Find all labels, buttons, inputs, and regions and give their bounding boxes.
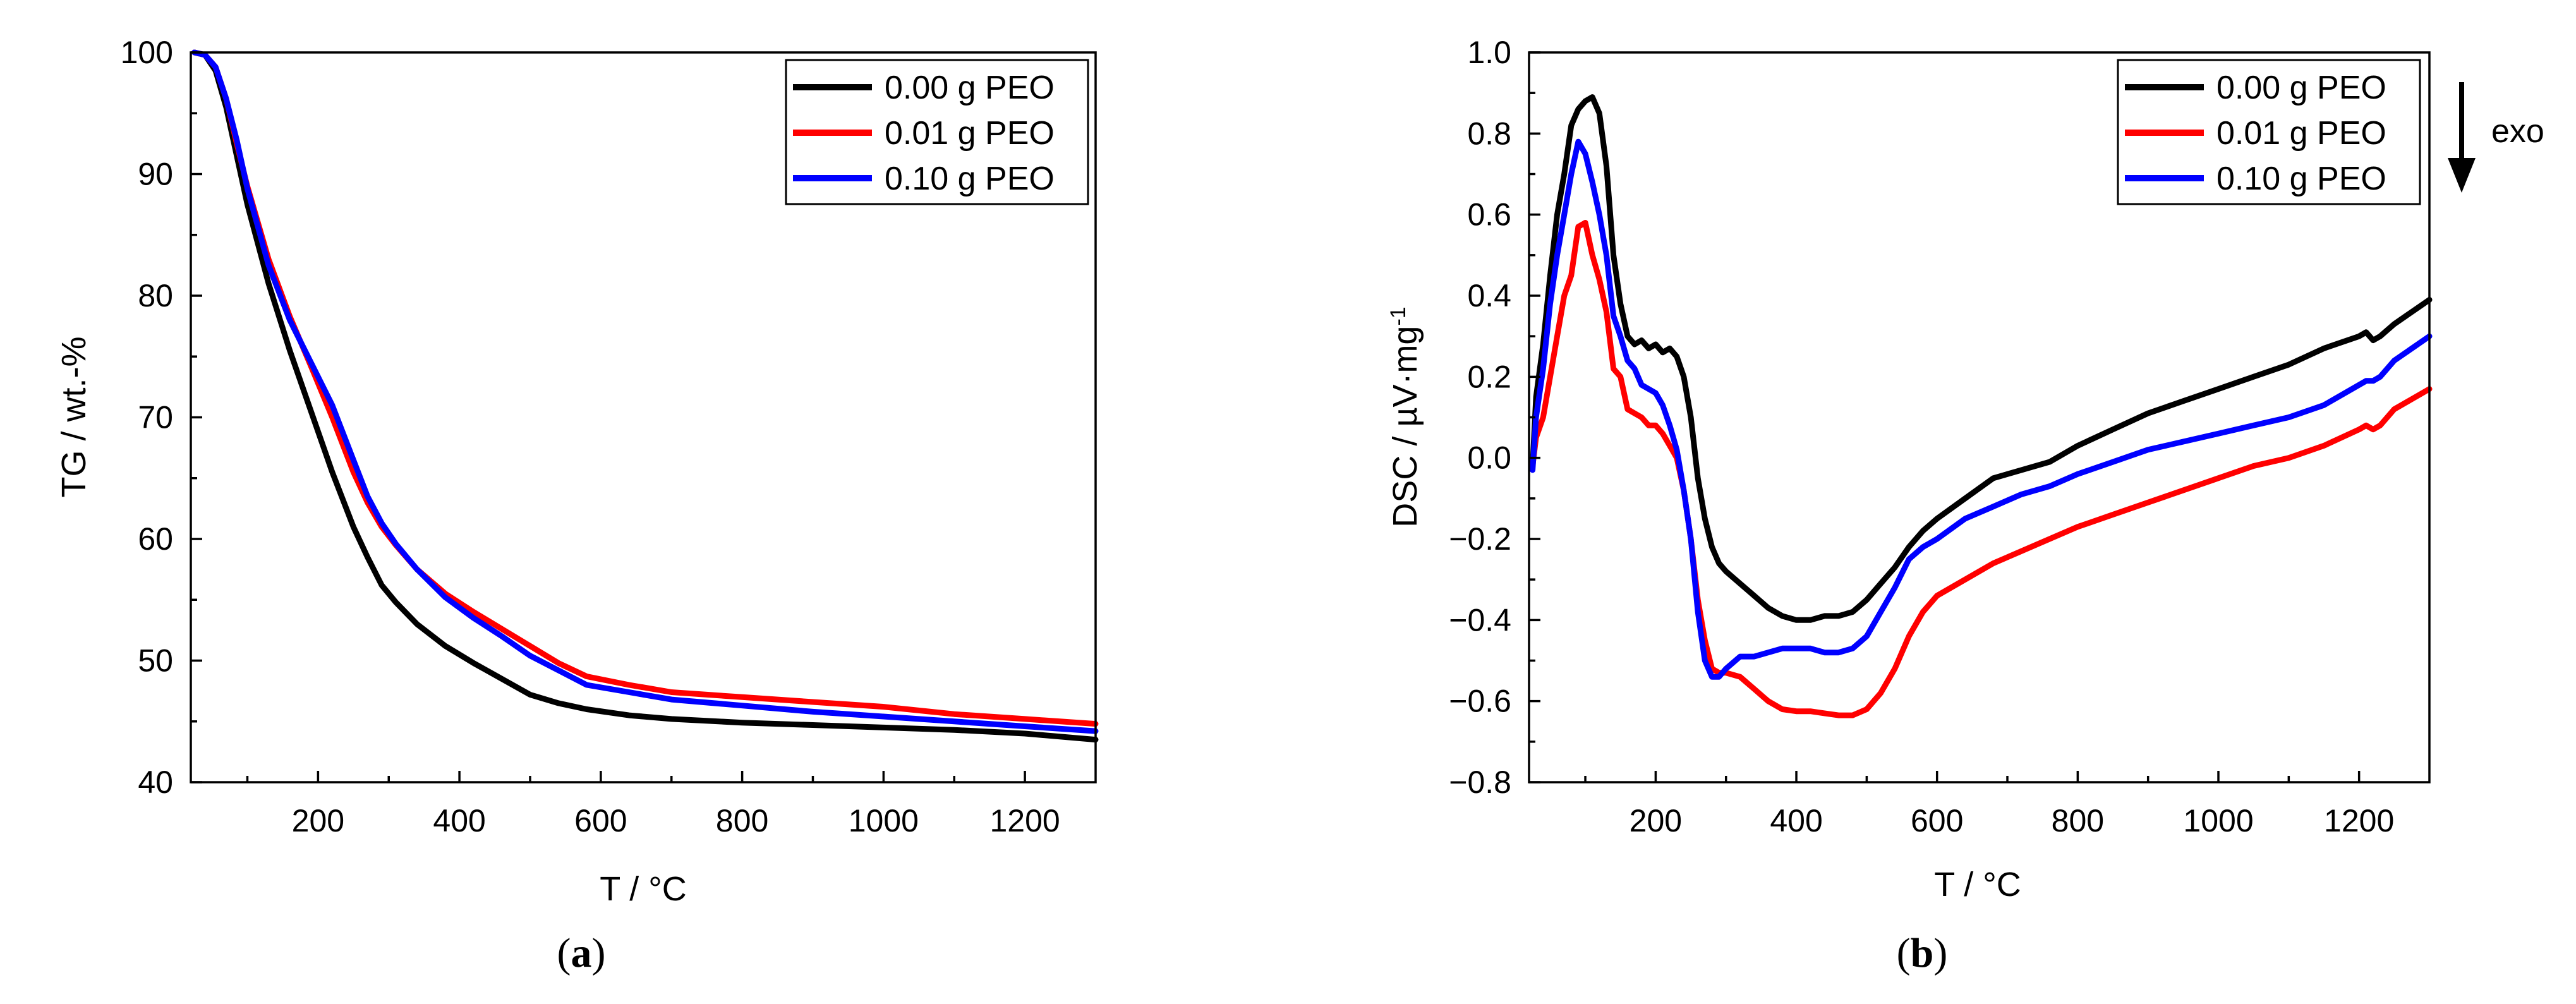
panel-b-x-tick-label-3: 800 <box>2052 803 2104 838</box>
panel-b-y-tick-label-1: −0.6 <box>1449 684 1511 719</box>
panel-a-x-axis-label: T / °C <box>600 870 687 908</box>
panel-b-y-axis-label-main: DSC / µV·mg <box>1386 326 1424 528</box>
panel-a-legend: 0.00 g PEO 0.01 g PEO 0.10 g PEO <box>785 59 1089 205</box>
exo-annotation: exo <box>2491 113 2544 150</box>
panel-a-x-tick-label-3: 800 <box>716 803 768 838</box>
panel-a-caption-letter: a <box>571 930 592 976</box>
panel-a-caption-close: ) <box>592 930 606 976</box>
panel-b-y-tick-label-8: 0.8 <box>1467 116 1511 151</box>
panel-a-y-ticks: 40 50 60 70 80 90 100 <box>121 35 202 800</box>
panel-a-legend-label-0: 0.00 g PEO <box>885 70 1055 106</box>
panel-b-y-tick-label-9: 1.0 <box>1467 35 1511 70</box>
panel-a-y-tick-label-4: 80 <box>138 278 173 313</box>
panel-b-legend: 0.00 g PEO 0.01 g PEO 0.10 g PEO <box>2117 59 2421 205</box>
panel-b-chart: 200 400 600 800 1000 1200 −0.8 −0.6 −0.4 −0.2 0.0… <box>1386 35 2544 976</box>
panel-b-y-tick-label-2: −0.4 <box>1449 602 1511 638</box>
panel-a-x-ticks: 200 400 600 800 1000 1200 <box>246 771 1060 838</box>
panel-a-y-tick-label-2: 60 <box>138 521 173 557</box>
panel-a-legend-label-1: 0.01 g PEO <box>885 115 1055 152</box>
panel-b-y-tick-label-7: 0.6 <box>1467 197 1511 233</box>
panel-a-x-tick-label-0: 200 <box>292 803 344 838</box>
panel-a-y-tick-label-6: 100 <box>121 35 173 70</box>
panel-b-y-tick-label-6: 0.4 <box>1467 278 1511 313</box>
panel-b-x-tick-label-5: 1200 <box>2324 803 2394 838</box>
panel-b-x-ticks: 200 400 600 800 1000 1200 <box>1584 771 2394 838</box>
panel-b-x-tick-label-2: 600 <box>1911 803 1963 838</box>
panel-b-y-tick-label-0: −0.8 <box>1449 765 1511 800</box>
panel-b-legend-label-1: 0.01 g PEO <box>2216 115 2386 152</box>
panel-a-x-tick-label-5: 1200 <box>990 803 1060 838</box>
panel-b-series-layer <box>1530 94 2433 718</box>
panel-b-series-2 <box>1530 138 2433 680</box>
panel-a-y-tick-label-0: 40 <box>138 765 173 800</box>
panel-b-y-tick-label-5: 0.2 <box>1467 359 1511 394</box>
panel-a-y-tick-label-1: 50 <box>138 643 173 679</box>
panel-a-caption-open: ( <box>557 930 571 976</box>
panel-a-y-axis-label: TG / wt.-% <box>55 337 93 498</box>
panel-b-legend-label-0: 0.00 g PEO <box>2216 70 2386 106</box>
panel-b-legend-label-2: 0.10 g PEO <box>2216 160 2386 197</box>
exo-arrow <box>2448 82 2476 193</box>
panel-b-caption-open: ( <box>1897 930 1911 976</box>
panel-a-x-tick-label-4: 1000 <box>849 803 919 838</box>
panel-a-chart: 200 400 600 800 1000 1200 40 50 60 70 80 90 100 T /… <box>55 35 1099 976</box>
panel-a-legend-label-2: 0.10 g PEO <box>885 160 1055 197</box>
panel-b-series-1 <box>1530 220 2433 718</box>
panel-a-series-0 <box>191 49 1099 743</box>
panel-b-series-0 <box>1530 94 2433 623</box>
panel-b-caption: (b) <box>1897 930 1948 976</box>
panel-b-x-tick-label-0: 200 <box>1630 803 1682 838</box>
exo-arrow-head <box>2448 158 2476 193</box>
panel-a-series-layer <box>191 49 1099 743</box>
panel-a-caption: (a) <box>557 930 606 976</box>
panel-a-x-tick-label-2: 600 <box>574 803 627 838</box>
panel-b-x-tick-label-1: 400 <box>1770 803 1822 838</box>
panel-a-y-tick-label-5: 90 <box>138 157 173 192</box>
panel-b-y-ticks: −0.8 −0.6 −0.4 −0.2 0.0 0.2 0.4 0.6 0.8 1.0 <box>1449 35 1540 800</box>
panel-a-series-2 <box>191 49 1099 734</box>
panel-b-y-axis-label-sup: -1 <box>1386 306 1410 325</box>
panel-b-y-axis-label: DSC / µV·mg-1 <box>1386 306 1424 527</box>
panel-b-caption-close: ) <box>1933 930 1947 976</box>
panel-b-y-tick-label-3: −0.2 <box>1449 521 1511 557</box>
panel-b-caption-letter: b <box>1911 930 1934 976</box>
panel-b-x-tick-label-4: 1000 <box>2183 803 2253 838</box>
panel-b-y-tick-label-4: 0.0 <box>1467 440 1511 476</box>
panel-b-x-axis-label: T / °C <box>1934 866 2021 904</box>
panel-a-x-tick-label-1: 400 <box>433 803 485 838</box>
panel-a-y-tick-label-3: 70 <box>138 400 173 435</box>
